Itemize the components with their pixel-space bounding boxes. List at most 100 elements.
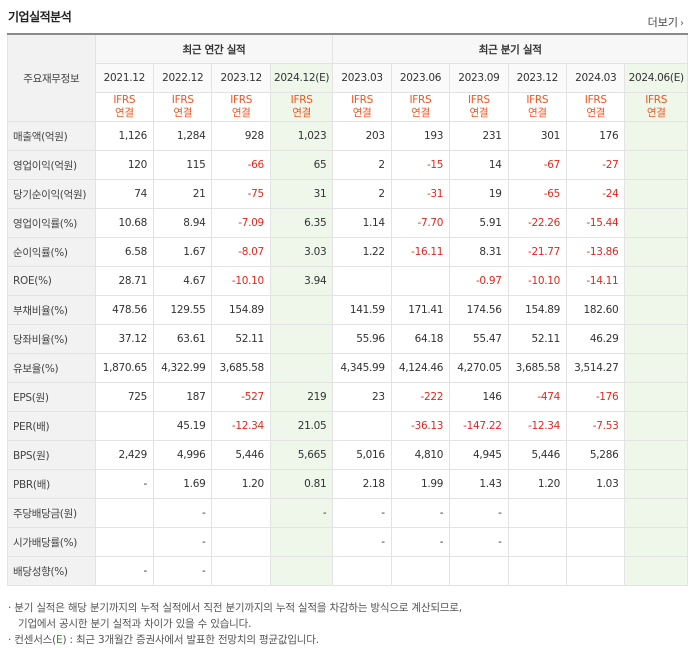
table-cell: 5,286	[566, 440, 626, 470]
ifrs-label: IFRS	[467, 94, 490, 106]
chevron-right-icon: ›	[680, 18, 684, 29]
table-cell	[624, 121, 688, 151]
table-cell	[332, 556, 392, 586]
accounting-basis: IFRS 연결	[269, 92, 334, 122]
table-cell	[390, 266, 451, 296]
table-cell: 1.20	[507, 469, 568, 499]
consolidated-label: 연결	[646, 107, 666, 119]
table-cell: 2	[332, 179, 392, 209]
table-cell	[624, 150, 688, 180]
accounting-basis: IFRS 연결	[449, 92, 509, 122]
table-cell	[624, 498, 688, 528]
accounting-basis: IFRS 연결	[624, 92, 688, 122]
table-cell: 4,322.99	[153, 353, 213, 383]
table-cell: 55.47	[449, 324, 509, 354]
table-row: 당좌비율(%) 37.12 63.61 52.11 55.96 64.18 55.47 52.…	[7, 324, 688, 354]
table-cell: 3,514.27	[566, 353, 626, 383]
row-label: ROE(%)	[7, 266, 96, 296]
ifrs-label: IFRS	[113, 94, 136, 106]
table-cell: 1.20	[211, 469, 271, 499]
footnote-2: 기업에서 공시한 분기 실적과 차이가 있을 수 있습니다.	[18, 618, 252, 630]
table-cell: 23	[332, 382, 392, 412]
row-label: 배당성향(%)	[7, 556, 96, 586]
table-cell: 1.14	[332, 208, 392, 238]
table-cell	[624, 266, 688, 296]
ifrs-label: IFRS	[290, 94, 313, 106]
table-cell: 3.03	[269, 237, 334, 267]
period-header: 2022.12	[153, 63, 213, 93]
annual-header: 최근 연간 실적	[94, 33, 334, 64]
row-label: 시가배당률(%)	[7, 527, 96, 557]
table-cell: 1.03	[566, 469, 626, 499]
table-cell: 187	[153, 382, 213, 412]
table-cell	[624, 411, 688, 441]
table-cell	[269, 556, 334, 586]
row-label: 당좌비율(%)	[7, 324, 96, 354]
row-label: 순이익률(%)	[7, 237, 96, 267]
table-cell: 45.19	[153, 411, 213, 441]
table-cell: -75	[211, 179, 271, 209]
table-cell: 182.60	[566, 295, 626, 325]
table-cell	[624, 440, 688, 470]
table-cell: -65	[507, 179, 568, 209]
table-cell: 6.35	[269, 208, 334, 238]
table-row: EPS(원) 725 187 -527 219 23 -222 146 -474 -176	[7, 382, 688, 412]
estimate-marker: E	[56, 634, 63, 646]
table-cell: 37.12	[94, 324, 155, 354]
ifrs-label: IFRS	[526, 94, 549, 106]
table-cell: 28.71	[94, 266, 155, 296]
period-header: 2024.12(E)	[269, 63, 334, 93]
table-cell: -	[153, 498, 213, 528]
table-cell: 3,685.58	[211, 353, 271, 383]
more-link[interactable]: 더보기 ›	[648, 14, 684, 30]
more-label: 더보기	[647, 16, 678, 29]
table-cell: 64.18	[390, 324, 451, 354]
financial-table: 주요재무정보 최근 연간 실적 최근 분기 실적 2021.12 2022.12 2…	[7, 33, 688, 586]
table-cell	[507, 527, 568, 557]
table-cell: -13.86	[566, 237, 626, 267]
ifrs-label: IFRS	[409, 94, 432, 106]
row-label: BPS(원)	[7, 440, 96, 470]
table-cell: -7.53	[566, 411, 626, 441]
table-cell	[624, 353, 688, 383]
table-cell: -15.44	[566, 208, 626, 238]
table-cell: 120	[94, 150, 155, 180]
table-cell: -16.11	[390, 237, 451, 267]
table-cell: 4,945	[449, 440, 509, 470]
table-cell: -22.26	[507, 208, 568, 238]
table-cell: 171.41	[390, 295, 451, 325]
table-cell: 3,685.58	[507, 353, 568, 383]
table-row: PBR(배) -1.69 1.20 0.81 2.18 1.99 1.43 1.20 1.03	[7, 469, 688, 499]
table-cell: -14.11	[566, 266, 626, 296]
table-cell: 14	[449, 150, 509, 180]
row-label: 영업이익(억원)	[7, 150, 96, 180]
footnote-3: · 컨센서스(E) : 최근 3개월간 증권사에서 발표한 전망치의 평균값입니…	[8, 632, 319, 647]
consolidated-label: 연결	[586, 107, 606, 119]
table-cell: 193	[390, 121, 451, 151]
row-label: 부채비율(%)	[7, 295, 96, 325]
table-cell: 63.61	[153, 324, 213, 354]
table-cell: 55.96	[332, 324, 392, 354]
table-row: 배당성향(%) - -	[7, 556, 688, 586]
table-cell: 141.59	[332, 295, 392, 325]
consolidated-label: 연결	[411, 107, 430, 119]
table-cell: -7.70	[390, 208, 451, 238]
table-cell: -	[332, 527, 392, 557]
table-cell: -24	[566, 179, 626, 209]
table-cell: 65	[269, 150, 334, 180]
table-cell: -21.77	[507, 237, 568, 267]
period-header: 2021.12	[94, 63, 155, 93]
table-cell	[624, 179, 688, 209]
table-cell: -527	[211, 382, 271, 412]
table-cell: -147.22	[449, 411, 509, 441]
table-cell: 8.31	[449, 237, 509, 267]
period-header: 2023.06	[390, 63, 451, 93]
accounting-basis: IFRS 연결	[566, 92, 626, 122]
table-cell	[566, 527, 626, 557]
table-cell: 203	[332, 121, 392, 151]
table-cell: 1.22	[332, 237, 392, 267]
table-cell	[624, 556, 688, 586]
table-cell: -	[94, 469, 155, 499]
table-cell: 1,023	[269, 121, 334, 151]
row-label: PBR(배)	[7, 469, 96, 499]
